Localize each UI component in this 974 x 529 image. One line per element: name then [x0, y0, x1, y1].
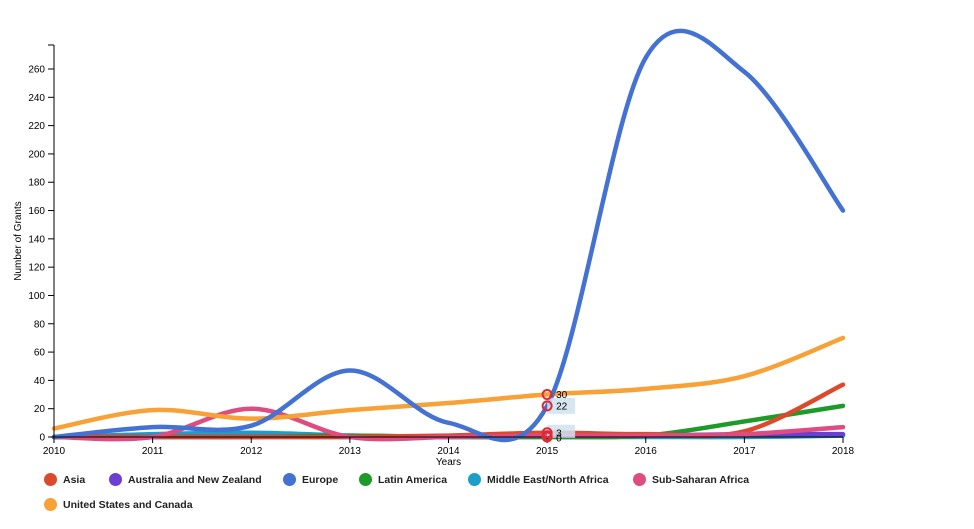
legend-swatch-icon [283, 473, 296, 486]
x-tick-label: 2014 [437, 446, 460, 457]
y-tick-label: 260 [28, 65, 45, 76]
legend-item-asia[interactable]: Asia [44, 473, 85, 486]
x-tick-label: 2016 [635, 446, 658, 457]
series-line-united-states-and-canada[interactable] [51, 335, 846, 431]
legend-label: Middle East/North Africa [487, 473, 609, 486]
legend-item-europe[interactable]: Europe [283, 473, 338, 486]
y-tick-label: 140 [28, 234, 45, 245]
hover-tooltip-bg [547, 424, 576, 438]
hover-value-label: 30 [556, 390, 568, 401]
y-tick-label: 120 [28, 263, 45, 274]
y-axis-title: Number of Grants [13, 201, 24, 280]
x-tick-label: 2012 [240, 446, 263, 457]
hover-value-label: 3 [556, 428, 562, 439]
legend-swatch-icon [44, 498, 57, 511]
legend-label: Latin America [378, 473, 448, 486]
legend-label: Asia [63, 473, 86, 486]
x-tick-label: 2018 [832, 446, 855, 457]
hover-point-marker[interactable] [541, 389, 553, 401]
legend-label: Australia and New Zealand [128, 473, 262, 486]
legend-item-sub-saharan-africa[interactable]: Sub-Saharan Africa [633, 473, 749, 486]
legend-label: Sub-Saharan Africa [652, 473, 750, 486]
x-tick-label: 2010 [43, 446, 66, 457]
y-tick-label: 160 [28, 206, 45, 217]
y-tick-label: 80 [34, 319, 46, 330]
legend-item-middle-east-north-africa[interactable]: Middle East/North Africa [468, 473, 609, 486]
y-tick-label: 100 [28, 291, 45, 302]
y-tick-label: 240 [28, 93, 45, 104]
y-tick-label: 60 [34, 348, 46, 359]
axes-layer: 0204060801001201401601802002202402602010… [28, 44, 855, 457]
y-tick-label: 200 [28, 149, 45, 160]
x-tick-label: 2013 [339, 446, 362, 457]
legend-item-united-states-and-canada[interactable]: United States and Canada [44, 498, 193, 511]
legend-label: United States and Canada [63, 498, 193, 511]
legend-swatch-icon [44, 473, 57, 486]
hover-value-label: 0 [556, 434, 562, 445]
legend-swatch-icon [109, 473, 122, 486]
hover-point-marker[interactable] [541, 430, 553, 442]
legend-swatch-icon [468, 473, 481, 486]
x-tick-label: 2017 [733, 446, 756, 457]
x-tick-label: 2015 [536, 446, 559, 457]
series-layer [51, 28, 846, 443]
x-axis-title: Years [436, 457, 461, 468]
hover-tooltip-bg [547, 397, 576, 414]
y-tick-label: 40 [34, 376, 46, 387]
legend-swatch-icon [359, 473, 372, 486]
x-tick-label: 2011 [142, 446, 164, 457]
hover-point-marker[interactable] [541, 400, 553, 412]
y-tick-label: 180 [28, 178, 45, 189]
line-chart: 0204060801001201401601802002202402602010… [13, 28, 855, 468]
legend-item-latin-america[interactable]: Latin America [359, 473, 447, 486]
legend-swatch-icon [633, 473, 646, 486]
y-tick-label: 0 [39, 433, 45, 444]
y-tick-label: 220 [28, 121, 45, 132]
y-tick-label: 20 [34, 404, 46, 415]
series-line-europe[interactable] [51, 28, 846, 443]
legend-label: Europe [302, 473, 339, 486]
hover-value-label: 22 [556, 401, 568, 412]
legend-item-australia-and-new-zealand[interactable]: Australia and New Zealand [109, 473, 262, 486]
